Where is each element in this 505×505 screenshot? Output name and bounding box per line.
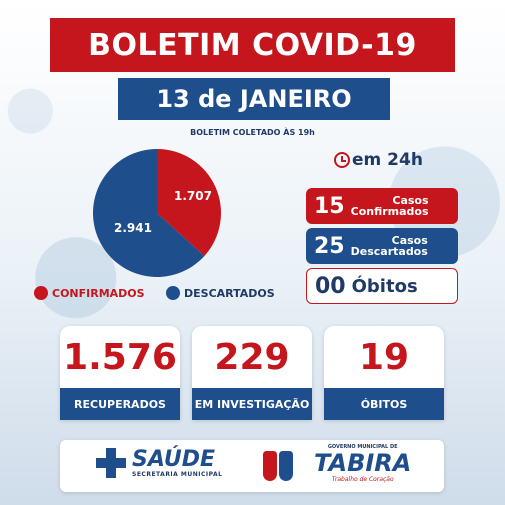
blue-dot-icon (166, 286, 180, 300)
pie-label-confirmed: 1.707 (174, 189, 212, 203)
saude-logo-text: SAÚDE (132, 446, 216, 472)
deaths-24h-number: 00 (315, 273, 346, 299)
red-dot-icon (34, 286, 48, 300)
tabira-gov-text: GOVERNO MUNICIPAL DE (327, 444, 398, 450)
discarded-24h-number: 25 (314, 233, 345, 259)
legend-discarded-label: DESCARTADOS (184, 286, 275, 300)
confirmed-24h-box: 15 Casos Confirmados (306, 188, 458, 224)
card-recovered: 1.576 RECUPERADOS (60, 326, 180, 420)
saude-logo: SAÚDE SECRETARIA MUNICIPAL (96, 448, 222, 478)
card-deaths-label: ÓBITOS (324, 388, 444, 420)
card-deaths: 19 ÓBITOS (324, 326, 444, 420)
legend-confirmed-label: CONFIRMADOS (52, 286, 145, 300)
collected-note: BOLETIM COLETADO ÀS 19h (190, 128, 315, 137)
date-banner: 13 de JANEIRO (118, 78, 390, 120)
clock-icon (334, 152, 350, 168)
confirmed-24h-number: 15 (314, 193, 345, 219)
discarded-24h-label-line2: Descartados (350, 245, 428, 258)
pie-slice-discarded (92, 149, 205, 277)
cases-pie-chart: 1.707 2.941 (92, 149, 222, 277)
tabira-name: TABIRA (314, 449, 412, 477)
legend-discarded: DESCARTADOS (166, 286, 275, 300)
card-recovered-value: 1.576 (63, 336, 177, 378)
deaths-24h-box: 00 Óbitos (306, 268, 458, 304)
card-deaths-value: 19 (358, 336, 410, 378)
confirmed-24h-label: Casos Confirmados (351, 195, 429, 217)
health-cross-icon (96, 448, 126, 478)
card-recovered-label: RECUPERADOS (60, 388, 180, 420)
last-24h-heading: em 24h (334, 150, 423, 170)
page-title: BOLETIM COVID-19 (50, 18, 455, 72)
saude-logo-subtitle: SECRETARIA MUNICIPAL (132, 470, 223, 478)
pie-slice-confirmed (157, 149, 222, 256)
pie-label-discarded: 2.941 (114, 221, 152, 235)
confirmed-24h-label-line2: Confirmados (350, 205, 429, 218)
municipal-crest-icon (256, 448, 300, 484)
card-investigation-label: EM INVESTIGAÇÃO (192, 388, 312, 420)
legend-confirmed: CONFIRMADOS (34, 286, 145, 300)
tabira-logo: GOVERNO MUNICIPAL DE TABIRA Trabalho de … (314, 444, 411, 483)
card-investigation: 229 EM INVESTIGAÇÃO (192, 326, 312, 420)
discarded-24h-label: Casos Descartados (351, 235, 428, 257)
card-investigation-value: 229 (214, 336, 290, 378)
footer-logos: SAÚDE SECRETARIA MUNICIPAL GOVERNO MUNIC… (60, 440, 444, 492)
last-24h-label: em 24h (352, 150, 423, 170)
discarded-24h-box: 25 Casos Descartados (306, 228, 458, 264)
deaths-24h-label: Óbitos (351, 275, 418, 297)
tabira-slogan: Trabalho de Coração (331, 476, 394, 483)
discarded-24h-label-line1: Casos (391, 234, 428, 247)
confirmed-24h-label-line1: Casos (392, 194, 429, 207)
